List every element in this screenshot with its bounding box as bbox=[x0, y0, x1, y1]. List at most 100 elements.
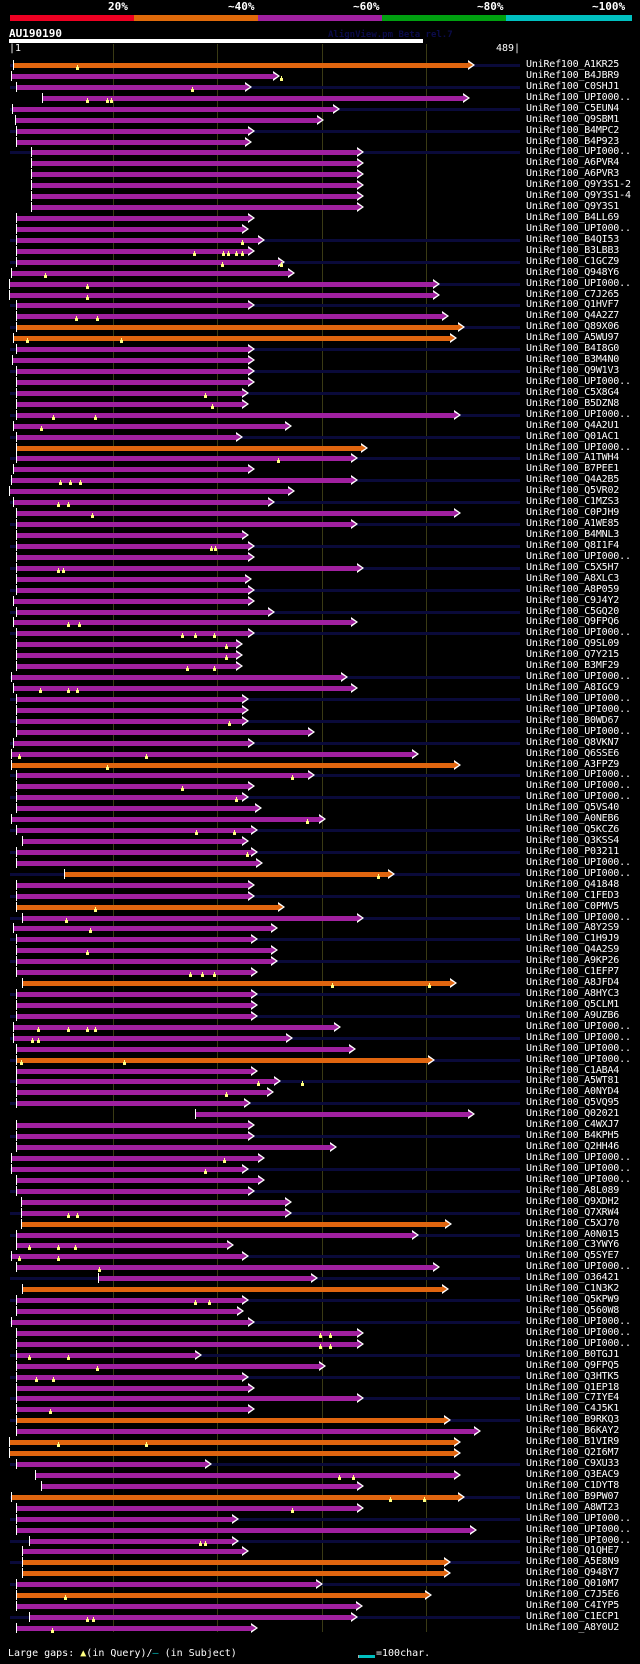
hit-row[interactable]: UniRef100_A0NEB6 bbox=[0, 813, 640, 825]
hit-bar[interactable] bbox=[16, 347, 250, 353]
hit-bar[interactable] bbox=[16, 718, 243, 724]
hit-row[interactable]: UniRef100_A1TWH4 bbox=[0, 452, 640, 464]
hit-bar[interactable] bbox=[16, 631, 250, 637]
hit-row[interactable]: UniRef100_A3FPZ9 bbox=[0, 758, 640, 771]
hit-row[interactable]: UniRef100_B9PW07 bbox=[0, 1491, 640, 1503]
hit-label[interactable]: UniRef100_Q8I1F4 bbox=[526, 539, 620, 551]
hit-bar[interactable] bbox=[16, 773, 309, 779]
hit-label[interactable]: UniRef100_C1ABA4 bbox=[526, 1064, 620, 1076]
hit-bar[interactable] bbox=[16, 1462, 207, 1468]
hit-row[interactable]: UniRef100_B0WD67 bbox=[0, 715, 640, 727]
hit-label[interactable]: UniRef100_A8JFD4 bbox=[526, 977, 620, 989]
hit-bar[interactable] bbox=[12, 106, 335, 112]
hit-row[interactable]: UniRef100_C1N3K2 bbox=[0, 1283, 640, 1295]
hit-row[interactable]: UniRef100_UPI000.. bbox=[0, 857, 640, 869]
hit-row[interactable]: UniRef100_UPI000.. bbox=[0, 791, 640, 803]
hit-label[interactable]: UniRef100_UPI000.. bbox=[526, 1031, 631, 1043]
hit-row[interactable]: UniRef100_Q9FPQ5 bbox=[0, 1359, 640, 1372]
hit-label[interactable]: UniRef100_Q5KCZ6 bbox=[526, 824, 620, 836]
hit-label[interactable]: UniRef100_UPI000.. bbox=[526, 146, 631, 158]
hit-bar[interactable] bbox=[16, 303, 250, 309]
hit-bar[interactable] bbox=[11, 675, 343, 681]
hit-label[interactable]: UniRef100_Q560W8 bbox=[526, 1305, 620, 1317]
hit-row[interactable]: UniRef100_UPI000.. bbox=[0, 1021, 640, 1033]
hit-row[interactable]: UniRef100_Q6SSE6 bbox=[0, 748, 640, 760]
hit-row[interactable]: UniRef100_C9J4Y2 bbox=[0, 595, 640, 607]
hit-label[interactable]: UniRef100_UPI000.. bbox=[526, 1534, 631, 1546]
hit-label[interactable]: UniRef100_Q2I6M7 bbox=[526, 1447, 620, 1459]
hit-bar[interactable] bbox=[16, 576, 247, 582]
hit-row[interactable]: UniRef100_UPI000.. bbox=[0, 692, 640, 705]
hit-row[interactable]: UniRef100_UPI000.. bbox=[0, 1327, 640, 1339]
hit-bar[interactable] bbox=[13, 336, 451, 342]
hit-label[interactable]: UniRef100_A5WU97 bbox=[526, 332, 620, 344]
hit-bar[interactable] bbox=[16, 970, 253, 976]
hit-row[interactable]: UniRef100_C9XU33 bbox=[0, 1458, 640, 1470]
hit-row[interactable]: UniRef100_B3M4N0 bbox=[0, 354, 640, 366]
hit-bar[interactable] bbox=[16, 1352, 196, 1358]
hit-bar[interactable] bbox=[16, 259, 279, 265]
hit-bar[interactable] bbox=[10, 1451, 455, 1457]
hit-label[interactable]: UniRef100_Q9FPQ5 bbox=[526, 1359, 620, 1371]
hit-row[interactable]: UniRef100_C7J265 bbox=[0, 289, 640, 301]
hit-row[interactable]: UniRef100_B7PEE1 bbox=[0, 463, 640, 475]
hit-bar[interactable] bbox=[11, 817, 320, 823]
hit-row[interactable]: UniRef100_B4MNL3 bbox=[0, 528, 640, 541]
hit-bar[interactable] bbox=[11, 762, 455, 768]
hit-bar[interactable] bbox=[16, 707, 243, 713]
hit-row[interactable]: UniRef100_B4LL69 bbox=[0, 212, 640, 224]
hit-label[interactable]: UniRef100_UPI000.. bbox=[526, 780, 631, 792]
hit-bar[interactable] bbox=[15, 117, 318, 123]
hit-bar[interactable] bbox=[42, 1483, 358, 1489]
hit-row[interactable]: UniRef100_B3LBB3 bbox=[0, 245, 640, 257]
hit-bar[interactable] bbox=[195, 1112, 470, 1118]
hit-row[interactable]: UniRef100_Q9Y3S1-2 bbox=[0, 179, 640, 191]
hit-row[interactable]: UniRef100_UPI000.. bbox=[0, 627, 640, 639]
hit-bar[interactable] bbox=[11, 1319, 250, 1325]
hit-row[interactable]: UniRef100_C5EUN4 bbox=[0, 103, 640, 115]
hit-label[interactable]: UniRef100_C0PMV5 bbox=[526, 900, 620, 912]
hit-label[interactable]: UniRef100_C4IYP5 bbox=[526, 1600, 620, 1612]
hit-label[interactable]: UniRef100_P03211 bbox=[526, 845, 620, 857]
hit-label[interactable]: UniRef100_Q3EAC9 bbox=[526, 1468, 620, 1480]
hit-label[interactable]: UniRef100_UPI000.. bbox=[526, 1315, 631, 1327]
hit-label[interactable]: UniRef100_UPI000.. bbox=[526, 692, 631, 704]
hit-bar[interactable] bbox=[22, 1549, 243, 1555]
hit-bar[interactable] bbox=[11, 1156, 260, 1161]
hit-label[interactable]: UniRef100_UPI000.. bbox=[526, 703, 631, 715]
hit-label[interactable]: UniRef100_Q41848 bbox=[526, 878, 620, 890]
hit-row[interactable]: UniRef100_A9UZB6 bbox=[0, 1010, 640, 1022]
hit-bar[interactable] bbox=[10, 1440, 455, 1446]
hit-row[interactable]: UniRef100_Q1QHE7 bbox=[0, 1545, 640, 1557]
hit-row[interactable]: UniRef100_Q4A2Z7 bbox=[0, 310, 640, 322]
hit-row[interactable]: UniRef100_Q9FPQ6 bbox=[0, 616, 640, 628]
hit-label[interactable]: UniRef100_A6PVR3 bbox=[526, 168, 620, 180]
hit-row[interactable]: UniRef100_A8L089 bbox=[0, 1185, 640, 1197]
hit-label[interactable]: UniRef100_C4WXJ7 bbox=[526, 1119, 620, 1131]
hit-label[interactable]: UniRef100_O36421 bbox=[526, 1272, 620, 1284]
hit-label[interactable]: UniRef100_B4MNL3 bbox=[526, 528, 620, 540]
hit-bar[interactable] bbox=[16, 784, 250, 790]
hit-bar[interactable] bbox=[16, 84, 247, 90]
hit-label[interactable]: UniRef100_A3FPZ9 bbox=[526, 758, 620, 770]
hit-row[interactable]: UniRef100_Q5VS40 bbox=[0, 802, 640, 814]
hit-label[interactable]: UniRef100_UPI000.. bbox=[526, 769, 631, 781]
hit-label[interactable]: UniRef100_UPI000.. bbox=[526, 1523, 631, 1535]
hit-label[interactable]: UniRef100_B9RKQ3 bbox=[526, 1414, 620, 1426]
hit-bar[interactable] bbox=[16, 1385, 250, 1391]
hit-bar[interactable] bbox=[16, 849, 253, 855]
hit-label[interactable]: UniRef100_UPI000.. bbox=[526, 867, 631, 879]
hit-row[interactable]: UniRef100_C4J5K1 bbox=[0, 1403, 640, 1415]
hit-row[interactable]: UniRef100_Q1HVF7 bbox=[0, 299, 640, 311]
hit-row[interactable]: UniRef100_O36421 bbox=[0, 1272, 640, 1284]
hit-bar[interactable] bbox=[10, 292, 435, 298]
hit-label[interactable]: UniRef100_B7PEE1 bbox=[526, 463, 620, 475]
hit-label[interactable]: UniRef100_Q7Y215 bbox=[526, 649, 620, 661]
hit-bar[interactable] bbox=[16, 390, 243, 396]
hit-bar[interactable] bbox=[16, 664, 237, 670]
hit-label[interactable]: UniRef100_UPI000.. bbox=[526, 1261, 631, 1273]
hit-label[interactable]: UniRef100_B6KAY2 bbox=[526, 1425, 620, 1437]
hit-bar[interactable] bbox=[16, 1363, 320, 1369]
hit-bar[interactable] bbox=[16, 379, 250, 385]
hit-bar[interactable] bbox=[16, 543, 250, 549]
